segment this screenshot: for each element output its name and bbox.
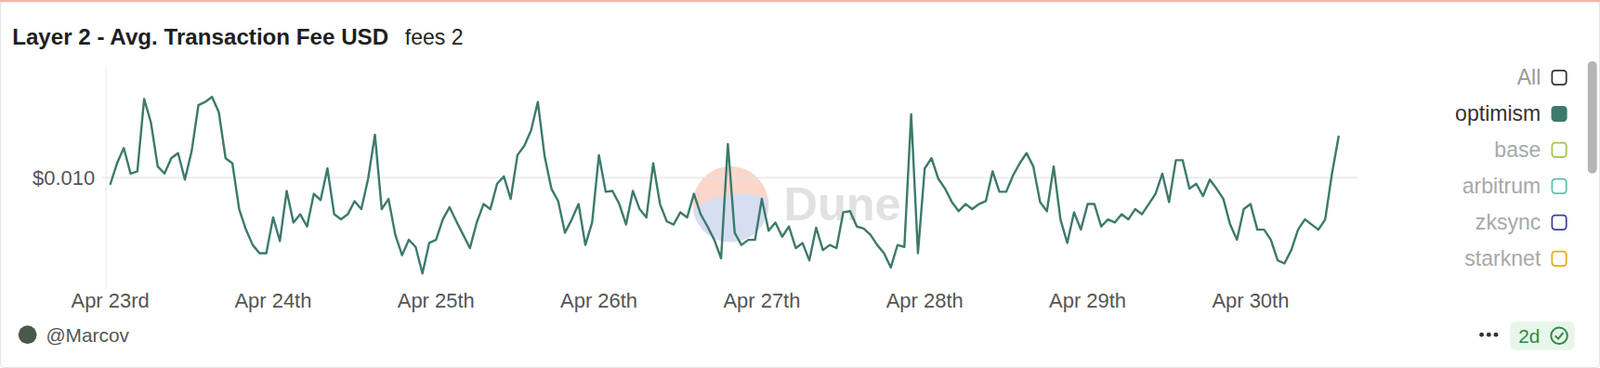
refresh-badge <box>1509 321 1574 351</box>
legend-checkbox[interactable] <box>1551 70 1566 85</box>
y-tick-label: $0.010 <box>32 166 95 190</box>
legend-label: All <box>1517 65 1542 90</box>
chart-root: Layer 2 - Avg. Transaction Fee USD fees 2… <box>0 0 1600 368</box>
menu-dot <box>1486 332 1492 338</box>
x-tick-label: Apr 24th <box>234 288 312 313</box>
author: @Marcov <box>45 324 130 346</box>
legend-checkbox[interactable] <box>1551 215 1566 230</box>
x-tick-label: Apr 30th <box>1211 288 1289 313</box>
avatar <box>18 325 38 344</box>
x-tick-label: Apr 27th <box>722 288 800 313</box>
legend-checkbox[interactable] <box>1551 106 1566 121</box>
x-tick-label: Apr 25th <box>397 288 475 313</box>
legend-label: arbitrum <box>1462 173 1542 198</box>
menu-dot <box>1479 332 1484 338</box>
legend-label: optimism <box>1455 101 1541 126</box>
menu-dot <box>1494 332 1499 338</box>
legend-checkbox[interactable] <box>1551 251 1566 266</box>
legend-label: base <box>1494 137 1541 162</box>
x-tick-label: Apr 23rd <box>71 288 150 313</box>
more-menu[interactable] <box>1479 332 1498 338</box>
watermark-logo-bottom <box>693 193 770 243</box>
legend: All optimism base arbitrum zksync starknet <box>1455 65 1567 271</box>
plot-area <box>110 96 1339 274</box>
subtitle: fees 2 <box>405 25 464 50</box>
card-top-border <box>0 0 1600 2</box>
x-tick-label: Apr 29th <box>1049 288 1127 313</box>
x-tick-label: Apr 26th <box>560 288 638 313</box>
scrollbar <box>1587 61 1598 174</box>
refresh-check <box>1555 332 1564 340</box>
legend-checkbox[interactable] <box>1551 179 1566 194</box>
x-tick-label: Apr 28th <box>886 288 964 313</box>
series-line <box>110 96 1339 274</box>
refresh-icon <box>1550 327 1568 345</box>
legend-label: zksync <box>1475 209 1541 235</box>
refresh-text: 2d <box>1518 325 1540 347</box>
legend-checkbox[interactable] <box>1551 143 1566 158</box>
legend-label: starknet <box>1464 246 1542 271</box>
chart-svg: Layer 2 - Avg. Transaction Fee USD fees 2… <box>0 0 1600 368</box>
title: Layer 2 - Avg. Transaction Fee USD <box>12 24 389 50</box>
card <box>0 0 1600 368</box>
